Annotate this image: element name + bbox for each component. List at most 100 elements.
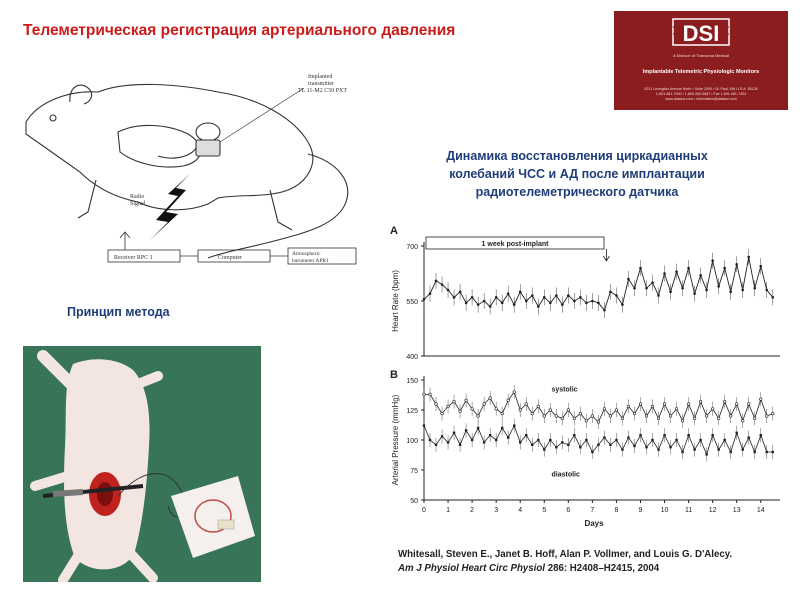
panel-a-data-point: [434, 279, 438, 283]
panel-b-data-point-diastolic: [500, 426, 504, 430]
panel-b-data-point-systolic: [668, 414, 673, 418]
panel-a-data-point: [669, 290, 672, 294]
panel-a-y-label: Heart Rate (bpm): [391, 270, 400, 332]
panel-a-data-point: [524, 299, 528, 303]
panel-a-data-point: [488, 305, 492, 308]
panel-b-x-tick-label: 2: [470, 507, 474, 514]
panel-a-data-point: [621, 303, 624, 306]
rat-organs: [117, 124, 202, 168]
panel-a-data-point: [717, 285, 720, 288]
panel-a-data-point: [759, 264, 763, 268]
panel-b-data-point-diastolic: [464, 429, 468, 432]
panel-b-x-tick-label: 10: [661, 507, 669, 514]
panel-b-data-point-systolic: [638, 402, 643, 406]
panel-a-data-point: [735, 263, 739, 266]
panel-b-data-point-systolic: [554, 414, 558, 418]
chart-subtitle-line: колебаний ЧСС и АД после имплантации: [449, 167, 705, 181]
rat-organ: [195, 122, 221, 142]
panel-a-data-point: [428, 292, 432, 295]
panel-b-data-point-diastolic: [621, 448, 624, 451]
panel-b-data-point-diastolic: [422, 424, 426, 427]
surgical-incision-center: [97, 482, 113, 506]
panel-a-y-tick-label: 400: [406, 354, 418, 361]
logo-address: 6211 Lexington Avenue North • Suite 2000…: [620, 87, 782, 102]
panel-b-data-point-systolic: [518, 408, 522, 412]
panel-a-data-point: [440, 283, 444, 286]
panel-b-data-point-systolic: [434, 402, 438, 406]
panel-b-y-tick-label: 150: [406, 378, 418, 385]
panel-b-data-point-diastolic: [705, 453, 708, 456]
panel-b-data-point-systolic: [458, 409, 462, 413]
panel-b-data-point-diastolic: [639, 434, 642, 437]
gauze-pad: [171, 476, 255, 558]
panel-b-data-point-diastolic: [627, 436, 630, 439]
panel-b-data-point-diastolic: [428, 438, 432, 442]
radio-label: Radio: [130, 194, 144, 200]
panel-a-data-point: [693, 292, 696, 295]
rat-telemetry-diagram: Implanted transmitter TL 11-M2 C50 PXT R…: [25, 74, 357, 265]
panel-b-data-point-diastolic: [633, 444, 636, 448]
panel-b-data-point-systolic: [512, 390, 516, 394]
panel-a-data-point: [506, 292, 510, 295]
rat-photo-leg: [126, 549, 158, 582]
panel-b-data-point-systolic: [699, 400, 703, 404]
panel-b-data-point-systolic: [717, 416, 721, 420]
panel-b-data-point-systolic: [765, 414, 769, 418]
panel-b-data-point-systolic: [524, 402, 528, 406]
panel-b-x-tick-label: 3: [494, 507, 498, 514]
citation-authors: Whitesall, Steven E., Janet B. Hoff, Ala…: [398, 549, 733, 560]
panel-b-data-point-diastolic: [561, 441, 564, 444]
panel-b-data-point-diastolic: [446, 441, 450, 444]
panel-b-x-tick-label: 5: [542, 507, 546, 514]
panel-b-x-tick-label: 4: [518, 507, 522, 514]
panel-b-data-point-diastolic: [711, 434, 714, 437]
panel-a-data-point: [494, 296, 498, 299]
panel-b-x-tick-label: 14: [757, 507, 765, 514]
panel-b-data-point-diastolic: [579, 446, 582, 449]
panel-b-x-label: Days: [584, 519, 604, 528]
barometer-label: Atmospheric: [292, 251, 321, 257]
annotation-label: 1 week post-implant: [482, 241, 550, 248]
panel-b-data-point-systolic: [536, 404, 540, 408]
panel-b-data-point-systolic: [566, 408, 570, 412]
rat-eye: [49, 114, 57, 122]
panel-b-data-point-diastolic: [434, 443, 438, 446]
panel-a-data-point: [542, 296, 546, 299]
radio-signal-icon: [150, 174, 190, 240]
panel-a-data-point: [561, 303, 564, 306]
panel-b-data-point-diastolic: [519, 441, 522, 444]
panel-a-data-point: [747, 255, 751, 259]
panel-b-data-point-systolic: [584, 419, 588, 423]
panel-b-data-point-systolic: [608, 414, 613, 418]
panel-b-data-point-diastolic: [470, 438, 474, 442]
panel-b-data-point-diastolic: [741, 448, 744, 451]
panel-a-data-point: [422, 297, 426, 301]
rat-photo-leg: [37, 350, 79, 392]
panel-b-data-point-diastolic: [747, 436, 750, 439]
panel-b-data-point-diastolic: [482, 441, 486, 444]
panel-a-data-point: [548, 301, 552, 305]
panel-b-data-point-diastolic: [609, 443, 612, 446]
panel-a-data-point: [657, 294, 660, 297]
panel-b-data-point-diastolic: [488, 434, 492, 437]
panel-b-data-point-systolic: [693, 416, 697, 420]
panel-b-data-point-diastolic: [759, 434, 762, 437]
panel-b-data-point-systolic: [452, 400, 456, 404]
panel-b-data-point-diastolic: [525, 434, 528, 437]
panel-a-data-point: [687, 266, 690, 270]
panel-a-data-point: [699, 274, 702, 277]
panel-b-data-point-diastolic: [663, 434, 666, 437]
panel-b-y-tick-label: 50: [410, 498, 418, 505]
panel-b-data-point-systolic: [753, 416, 757, 420]
panel-b-data-point-diastolic: [615, 438, 618, 442]
rat-photo-leg: [58, 551, 83, 582]
panel-b-data-point-systolic: [506, 398, 510, 402]
panel-b-data-point-systolic: [741, 419, 745, 423]
panel-b-data-point-systolic: [548, 408, 552, 412]
panel-a-data-point: [500, 301, 504, 305]
panel-b-data-point-diastolic: [597, 443, 600, 446]
panel-b-data-point-diastolic: [494, 438, 498, 442]
panel-a-data-point: [567, 294, 570, 297]
